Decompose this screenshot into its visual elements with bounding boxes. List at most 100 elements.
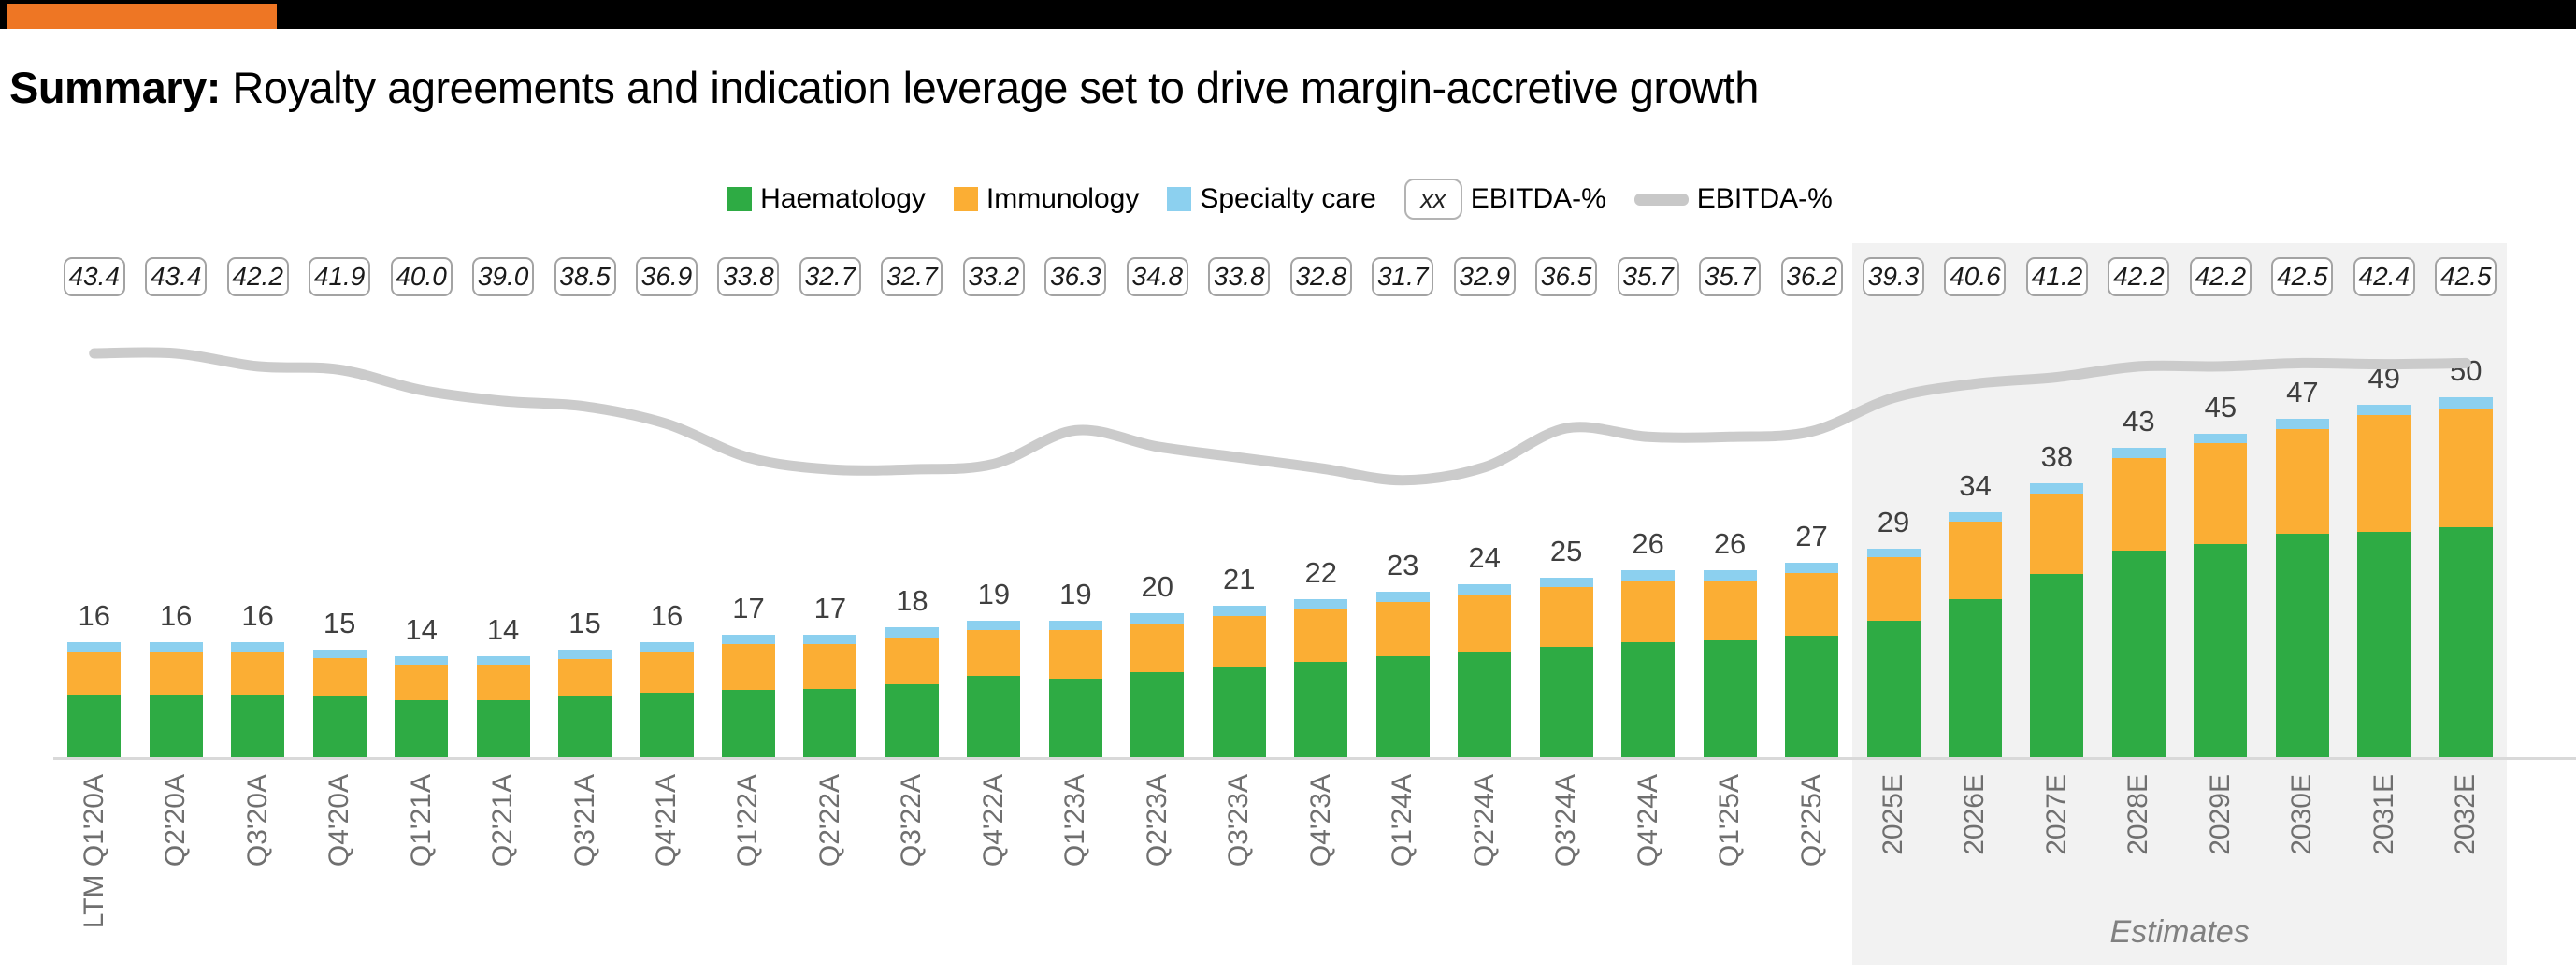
bar-segment-haematology: [2439, 527, 2493, 757]
bar-segment-specialty-care: [1458, 584, 1512, 595]
specialty-care-swatch-icon: [1167, 187, 1192, 211]
bar-total-label: 15: [568, 606, 601, 639]
legend-item-haematology: Haematology: [727, 183, 926, 215]
bar-segment-specialty-care: [2194, 433, 2248, 444]
bar-total-label: 17: [732, 592, 765, 625]
bar-segment-haematology: [803, 688, 857, 757]
bar-segment-haematology: [1048, 679, 1102, 757]
x-axis-label: Q2'23A: [1141, 774, 1173, 867]
x-axis-label: Q1'22A: [732, 774, 764, 867]
ebitda-value-box: 31.7: [1372, 257, 1434, 296]
ebitda-value-box: 33.2: [962, 257, 1025, 296]
ebitda-value-box: 33.8: [717, 257, 780, 296]
x-axis-label: 2029E: [2204, 774, 2236, 855]
bar-segment-immunology: [395, 665, 449, 701]
bar-segment-specialty-care: [1703, 569, 1757, 581]
bar-segment-haematology: [1948, 598, 2002, 757]
bar-segment-specialty-care: [1375, 591, 1430, 602]
bar-segment-specialty-care: [67, 641, 122, 653]
ebitda-sample-box-icon: xx: [1403, 179, 1462, 220]
bar-segment-haematology: [1785, 635, 1839, 757]
ebitda-value-box: 43.4: [145, 257, 208, 296]
bar-total-label: 18: [896, 584, 928, 618]
bar-segment-immunology: [1785, 572, 1839, 636]
bar-segment-immunology: [2275, 428, 2329, 535]
ebitda-value-box: 36.2: [1780, 257, 1843, 296]
bar-segment-haematology: [312, 696, 367, 757]
ebitda-line-swatch-icon: [1633, 193, 1689, 206]
x-axis-label: Q3'23A: [1223, 774, 1255, 867]
bar-segment-haematology: [395, 700, 449, 757]
bar-segment-haematology: [640, 693, 694, 757]
bar-segment-haematology: [67, 695, 122, 757]
bar-segment-specialty-care: [1130, 613, 1185, 624]
bar-segment-specialty-care: [1785, 563, 1839, 573]
bar-segment-immunology: [67, 652, 122, 695]
ebitda-value-box: 32.8: [1289, 257, 1352, 296]
bar-segment-specialty-care: [395, 656, 449, 666]
top-black-bar: [0, 0, 2576, 29]
x-axis-label: 2026E: [1959, 774, 1991, 855]
bar-segment-immunology: [1458, 594, 1512, 652]
bar-total-label: 49: [2367, 361, 2401, 394]
ebitda-value-box: 34.8: [1126, 257, 1188, 296]
ebitda-value-box: 32.7: [799, 257, 861, 296]
ebitda-value-box: 33.8: [1208, 257, 1271, 296]
bar-segment-haematology: [1703, 640, 1757, 757]
bar-segment-specialty-care: [1048, 620, 1102, 630]
haematology-swatch-icon: [727, 187, 753, 211]
bar-total-label: 20: [1141, 570, 1174, 603]
ebitda-value-box: 42.5: [2435, 257, 2497, 296]
bar-total-label: 19: [977, 577, 1011, 610]
x-axis-label: Q2'22A: [813, 774, 845, 867]
bar-segment-haematology: [1130, 672, 1185, 757]
bar-total-label: 26: [1632, 526, 1664, 560]
bar-total-label: 14: [486, 613, 520, 647]
bar-segment-immunology: [312, 657, 367, 697]
bar-total-label: 24: [1468, 541, 1501, 575]
bar-segment-specialty-care: [2030, 483, 2084, 495]
bar-segment-haematology: [1866, 620, 1921, 757]
bar-segment-haematology: [1375, 656, 1430, 757]
bar-segment-immunology: [1539, 587, 1593, 648]
bar-segment-haematology: [558, 696, 612, 757]
bar-segment-immunology: [721, 644, 775, 691]
bar-total-label: 29: [1877, 505, 1910, 538]
x-axis-label: Q2'25A: [1795, 774, 1827, 867]
bar-segment-specialty-care: [558, 649, 612, 659]
bar-segment-specialty-care: [1212, 606, 1266, 617]
bar-segment-haematology: [721, 690, 775, 757]
ebitda-value-box: 43.4: [63, 257, 125, 296]
bar-segment-haematology: [2111, 551, 2166, 757]
bar-segment-specialty-care: [2275, 419, 2329, 429]
bar-segment-haematology: [476, 700, 530, 757]
bar-total-label: 19: [1059, 577, 1092, 610]
bar-segment-immunology: [1621, 580, 1676, 642]
bar-segment-specialty-care: [2357, 404, 2411, 416]
x-axis-label: Q4'23A: [1304, 774, 1336, 867]
ebitda-value-box: 41.2: [2025, 257, 2088, 296]
bar-segment-specialty-care: [231, 641, 285, 653]
legend-label-haematology: Haematology: [760, 183, 926, 214]
bar-total-label: 16: [78, 598, 110, 632]
bar-segment-immunology: [803, 644, 857, 689]
page-title-lead: Summary:: [9, 63, 221, 112]
bar-segment-specialty-care: [803, 635, 857, 645]
ebitda-value-box: 32.7: [881, 257, 943, 296]
ebitda-value-box: 42.2: [2189, 257, 2252, 296]
bar-segment-immunology: [558, 658, 612, 697]
ebitda-value-box: 40.6: [1944, 257, 2007, 296]
bar-segment-immunology: [1375, 601, 1430, 657]
bar-segment-haematology: [1458, 651, 1512, 757]
bar-segment-immunology: [1294, 608, 1348, 662]
bar-segment-specialty-care: [1621, 569, 1676, 581]
ebitda-value-box: 42.5: [2271, 257, 2334, 296]
x-axis-label: Q1'23A: [1059, 774, 1091, 867]
x-axis-label: Q2'21A: [487, 774, 519, 867]
bar-segment-haematology: [885, 684, 939, 757]
orange-accent-bar: [7, 4, 277, 29]
bar-segment-specialty-care: [312, 649, 367, 658]
bar-segment-immunology: [1048, 629, 1102, 680]
bar-segment-haematology: [2275, 534, 2329, 757]
